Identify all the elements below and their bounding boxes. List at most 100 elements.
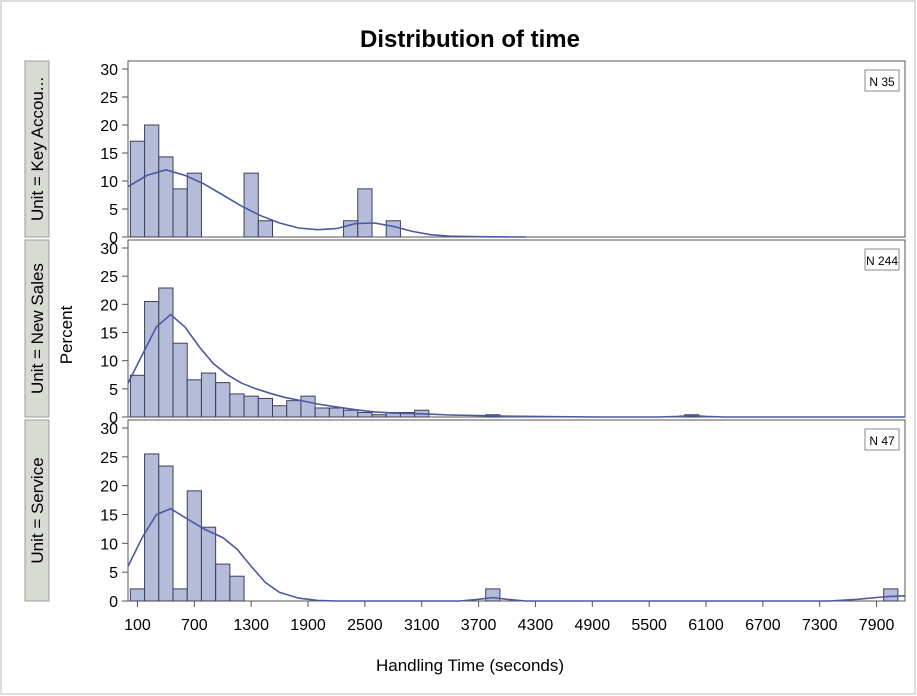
panel-strip-label: Unit = Key Accou... xyxy=(28,77,47,221)
panel-2: Unit = New Sales 0 5 10 15 20 25 30 N 244 xyxy=(24,239,906,427)
x-tick-label: 3700 xyxy=(461,617,497,634)
panel-strip xyxy=(24,239,50,418)
y-tick-label: 25 xyxy=(100,450,118,467)
y-tick-label: 5 xyxy=(109,565,118,582)
x-tick-label: 100 xyxy=(124,617,151,634)
histogram-bar xyxy=(129,588,146,602)
n-inset-label: N 244 xyxy=(866,254,898,268)
n-inset-box xyxy=(864,248,900,271)
chart-title: Distribution of time xyxy=(360,26,580,53)
density-curve xyxy=(127,507,906,602)
x-tick-label: 1300 xyxy=(233,617,269,634)
y-axis-label: Percent xyxy=(57,305,76,364)
histogram-bar xyxy=(129,140,146,238)
y-tick-label: 0 xyxy=(109,230,118,247)
panel-strip-label: Unit = Service xyxy=(28,457,47,563)
histogram-bar xyxy=(883,588,899,602)
histogram-bar xyxy=(186,172,202,238)
panel-3: Unit = Service 0 5 10 15 20 25 30 N 47 xyxy=(24,419,906,611)
x-tick-label: 5500 xyxy=(631,617,667,634)
y-tick-label: 30 xyxy=(100,62,118,79)
histogram-bar xyxy=(371,414,387,418)
histogram-bar xyxy=(243,172,259,238)
x-tick-label: 4300 xyxy=(518,617,554,634)
y-tick-label: 15 xyxy=(100,508,118,525)
histogram-bar xyxy=(215,382,231,418)
n-inset: N 244 xyxy=(864,248,900,271)
n-inset-label: N 35 xyxy=(869,75,895,89)
y-tick-label: 20 xyxy=(100,479,118,496)
histogram-bar xyxy=(357,188,373,238)
density-curve xyxy=(127,313,905,418)
x-tick-label: 700 xyxy=(181,617,208,634)
x-tick-label: 2500 xyxy=(347,617,383,634)
histogram-bar xyxy=(485,588,501,602)
x-tick-label: 3100 xyxy=(404,617,440,634)
x-tick-label: 6700 xyxy=(745,617,781,634)
y-tick-label: 5 xyxy=(109,202,118,219)
histogram-bar xyxy=(200,372,217,418)
y-tick-label: 15 xyxy=(100,146,118,163)
histogram-bar xyxy=(286,400,302,418)
n-inset-label: N 47 xyxy=(869,434,895,448)
histogram-bar xyxy=(257,220,274,238)
histogram-bar xyxy=(229,575,245,602)
histogram-bar xyxy=(158,156,174,238)
histogram-bar xyxy=(144,301,160,418)
y-tick-label: 30 xyxy=(100,421,118,438)
y-tick-label: 0 xyxy=(109,410,118,427)
histogram-bar xyxy=(257,397,274,418)
histogram-bar xyxy=(172,588,188,602)
panel-frame xyxy=(127,419,906,602)
y-tick-label: 30 xyxy=(100,241,118,258)
histogram-bar xyxy=(158,287,174,418)
panel-strip xyxy=(24,60,50,238)
histogram-bar xyxy=(144,124,160,238)
histogram-bar xyxy=(129,374,146,418)
y-tick-label: 25 xyxy=(100,269,118,286)
n-inset-box xyxy=(864,428,900,451)
y-tick-label: 5 xyxy=(109,382,118,399)
histogram-bar xyxy=(300,395,316,418)
x-tick-label: 7300 xyxy=(802,617,838,634)
histogram-bar xyxy=(186,490,202,602)
histogram-bar xyxy=(158,465,174,602)
histogram-bar xyxy=(314,407,330,418)
panel-1: Unit = Key Accou... 0 5 10 15 20 25 30 N 35 xyxy=(24,60,906,247)
histogram-bar xyxy=(243,395,259,418)
n-inset-box xyxy=(864,69,900,92)
histogram-bar xyxy=(200,526,217,602)
y-tick-label: 25 xyxy=(100,90,118,107)
n-inset: N 47 xyxy=(864,428,900,451)
histogram-bar xyxy=(343,409,359,418)
histogram-bar xyxy=(186,379,202,418)
histogram-bar xyxy=(229,393,245,418)
histogram-bar xyxy=(385,220,401,238)
x-tick-label: 6100 xyxy=(688,617,724,634)
x-tick-label: 7900 xyxy=(859,617,895,634)
histogram-bar xyxy=(272,405,288,418)
n-inset: N 35 xyxy=(864,69,900,92)
panel-strip-label: Unit = New Sales xyxy=(28,263,47,394)
histogram-bar xyxy=(172,188,188,238)
y-tick-label: 10 xyxy=(100,536,118,553)
histogram-bar xyxy=(215,563,231,602)
y-tick-label: 10 xyxy=(100,174,118,191)
histogram-bar xyxy=(172,342,188,418)
panel-frame xyxy=(127,239,906,418)
y-tick-label: 20 xyxy=(100,118,118,135)
histogram-bar xyxy=(328,407,345,418)
y-tick-label: 10 xyxy=(100,354,118,371)
y-tick-label: 20 xyxy=(100,297,118,314)
y-tick-label: 0 xyxy=(109,594,118,611)
y-tick-label: 15 xyxy=(100,326,118,343)
density-curve xyxy=(127,168,527,238)
histogram-bar xyxy=(144,453,160,602)
x-axis-label: Handling Time (seconds) xyxy=(376,656,564,675)
x-tick-label: 1900 xyxy=(290,617,326,634)
x-tick-label: 4900 xyxy=(575,617,611,634)
histogram-bar xyxy=(357,411,373,418)
panel-strip xyxy=(24,419,50,602)
